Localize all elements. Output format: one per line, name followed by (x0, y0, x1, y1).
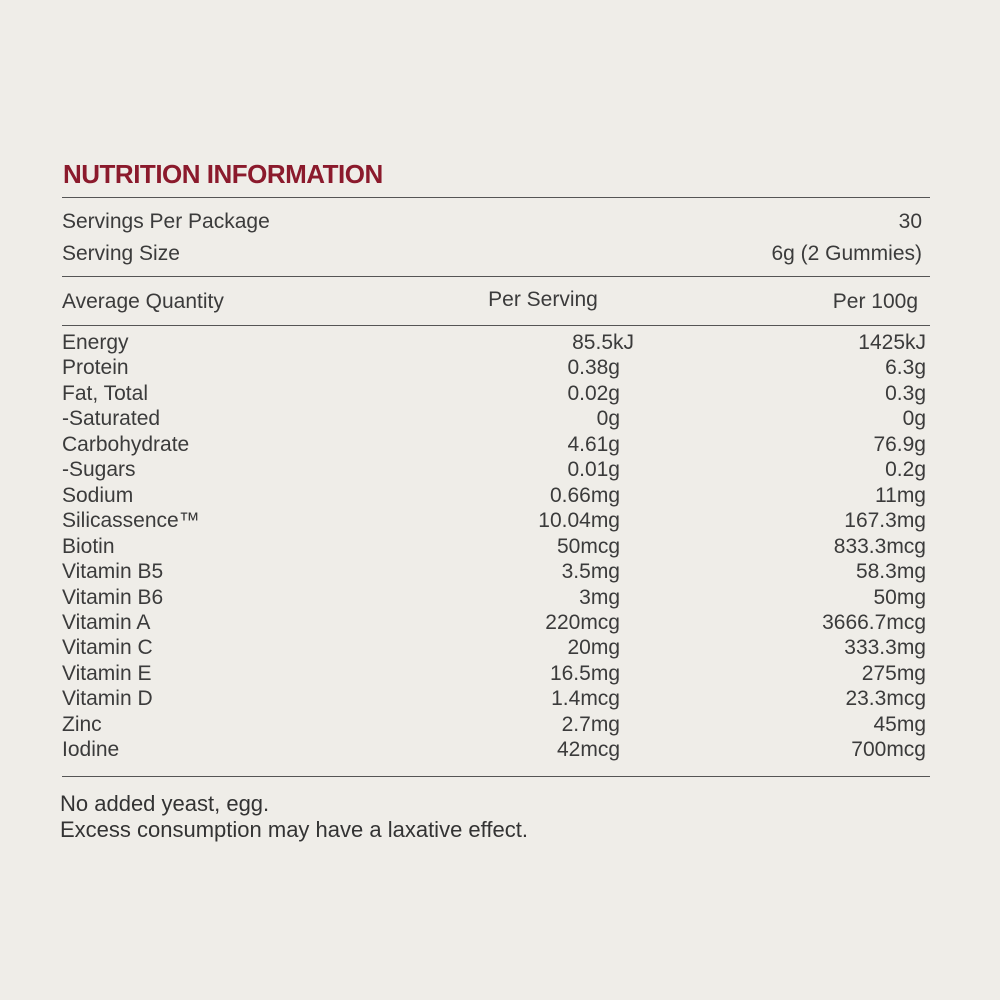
column-header: Average Quantity (62, 290, 224, 313)
nutrient-name: Protein (62, 356, 129, 380)
per-100g: 1425kJ (858, 331, 926, 354)
per-serving: 220mcg (545, 610, 620, 634)
column-header: Per 100g (832, 290, 918, 313)
serving-value: 6g (2 Gummies) (771, 242, 922, 265)
per-100g: 50mg (873, 585, 926, 609)
per-serving: 16.5mg (549, 661, 620, 685)
column-header: Per Serving (488, 288, 598, 311)
per-100g: 833.3mcg (833, 534, 926, 558)
rule (62, 197, 930, 198)
per-serving: 4.61g (567, 432, 620, 456)
per-100g: 700mcg (851, 738, 926, 762)
nutrient-name: Vitamin E (62, 661, 152, 685)
per-100g: 58.3mg (855, 560, 926, 584)
nutrient-name: Carbohydrate (62, 432, 190, 456)
per-100g: 45mg (873, 712, 926, 736)
per-serving: 0.66mg (549, 483, 620, 507)
per-serving: 0g (596, 407, 620, 431)
per-serving: 3mg (579, 585, 620, 609)
nutrient-name: Zinc (62, 712, 102, 736)
per-serving: 10.04mg (538, 509, 620, 533)
per-serving: 3.5mg (561, 560, 620, 584)
nutrient-name: Energy (62, 331, 129, 354)
per-serving: 20mg (567, 636, 620, 660)
per-100g: 0.3g (885, 381, 926, 405)
serving-value: 30 (898, 210, 922, 233)
per-100g: 0.2g (885, 458, 926, 482)
per-serving: 50mcg (556, 534, 620, 558)
per-serving: 0.01g (567, 458, 620, 482)
per-100g: 3666.7mcg (822, 610, 926, 634)
title: NUTRITION INFORMATION (63, 159, 383, 189)
per-100g: 11mg (875, 483, 926, 507)
per-serving: 42mcg (556, 738, 620, 762)
per-100g: 0g (902, 407, 926, 431)
nutrient-name: Vitamin A (62, 610, 151, 634)
footnote: No added yeast, egg. (60, 791, 270, 816)
per-100g: 76.9g (873, 432, 926, 456)
per-100g: 6.3g (885, 356, 926, 380)
nutrient-name: Vitamin C (62, 636, 153, 660)
per-serving: 2.7mg (561, 712, 620, 736)
per-100g: 167.3mg (844, 509, 926, 533)
nutrient-name: Sodium (62, 483, 134, 507)
rule (62, 276, 930, 277)
rule (62, 325, 930, 326)
nutrient-name: Vitamin B5 (62, 560, 164, 584)
per-100g: 275mg (861, 661, 926, 685)
nutrient-name: Vitamin D (62, 687, 153, 711)
nutrient-name: Silicassence™ (62, 509, 200, 533)
nutrient-name: Biotin (62, 534, 115, 558)
serving-label: Serving Size (62, 242, 180, 265)
nutrient-name: -Saturated (62, 407, 161, 431)
per-serving: 1.4mcg (551, 687, 620, 711)
per-100g: 23.3mcg (845, 687, 926, 711)
per-100g: 333.3mg (844, 636, 926, 660)
per-serving: 85.5kJ (572, 331, 634, 354)
per-serving: 0.02g (567, 381, 620, 405)
nutrient-name: Vitamin B6 (62, 585, 164, 609)
serving-label: Servings Per Package (62, 210, 270, 233)
nutrient-name: -Sugars (62, 458, 136, 482)
per-serving: 0.38g (567, 356, 620, 380)
footnote: Excess consumption may have a laxative e… (60, 817, 528, 842)
nutrient-name: Fat, Total (62, 381, 148, 405)
nutrient-name: Iodine (62, 738, 120, 762)
rule (62, 776, 930, 777)
